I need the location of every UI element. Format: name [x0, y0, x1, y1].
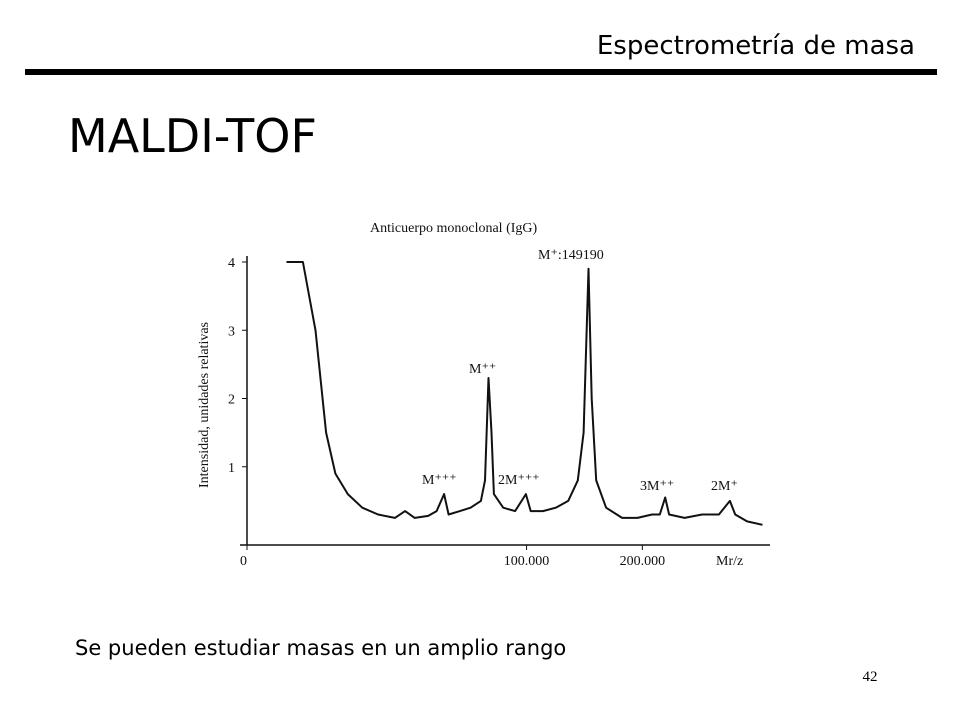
caption: Se pueden estudiar masas en un amplio ra…: [75, 636, 566, 660]
header-rule: [25, 69, 937, 75]
annotation: M⁺⁺: [469, 362, 496, 377]
y-tick-label: 2: [228, 393, 235, 408]
x-tick-label: 0: [240, 554, 247, 569]
chart-title: Anticuerpo monoclonal (IgG): [370, 221, 538, 236]
annotation: 3M⁺⁺: [640, 479, 674, 494]
y-tick-label: 1: [228, 461, 235, 476]
annotation: 2M⁺⁺⁺: [498, 473, 540, 488]
slide-title: MALDI-TOF: [68, 109, 317, 163]
spectrum-line: [286, 261, 763, 526]
spectrum-chart: Anticuerpo monoclonal (IgG) Intensidad, …: [197, 221, 770, 569]
page-number: 42: [863, 669, 878, 685]
annotation: M⁺:149190: [538, 248, 604, 263]
header-title: Espectrometría de masa: [597, 31, 915, 61]
y-axis-label: Intensidad, unidades relativas: [197, 322, 212, 488]
annotation: M⁺⁺⁺: [422, 473, 457, 488]
y-tick-label: 4: [228, 256, 235, 271]
annotation: 2M⁺: [711, 479, 738, 494]
y-tick-label: 3: [228, 324, 235, 339]
x-tick-label: 100.000: [504, 554, 550, 569]
x-tick-label: 200.000: [620, 554, 666, 569]
x-axis-label: Mr/z: [716, 554, 743, 569]
